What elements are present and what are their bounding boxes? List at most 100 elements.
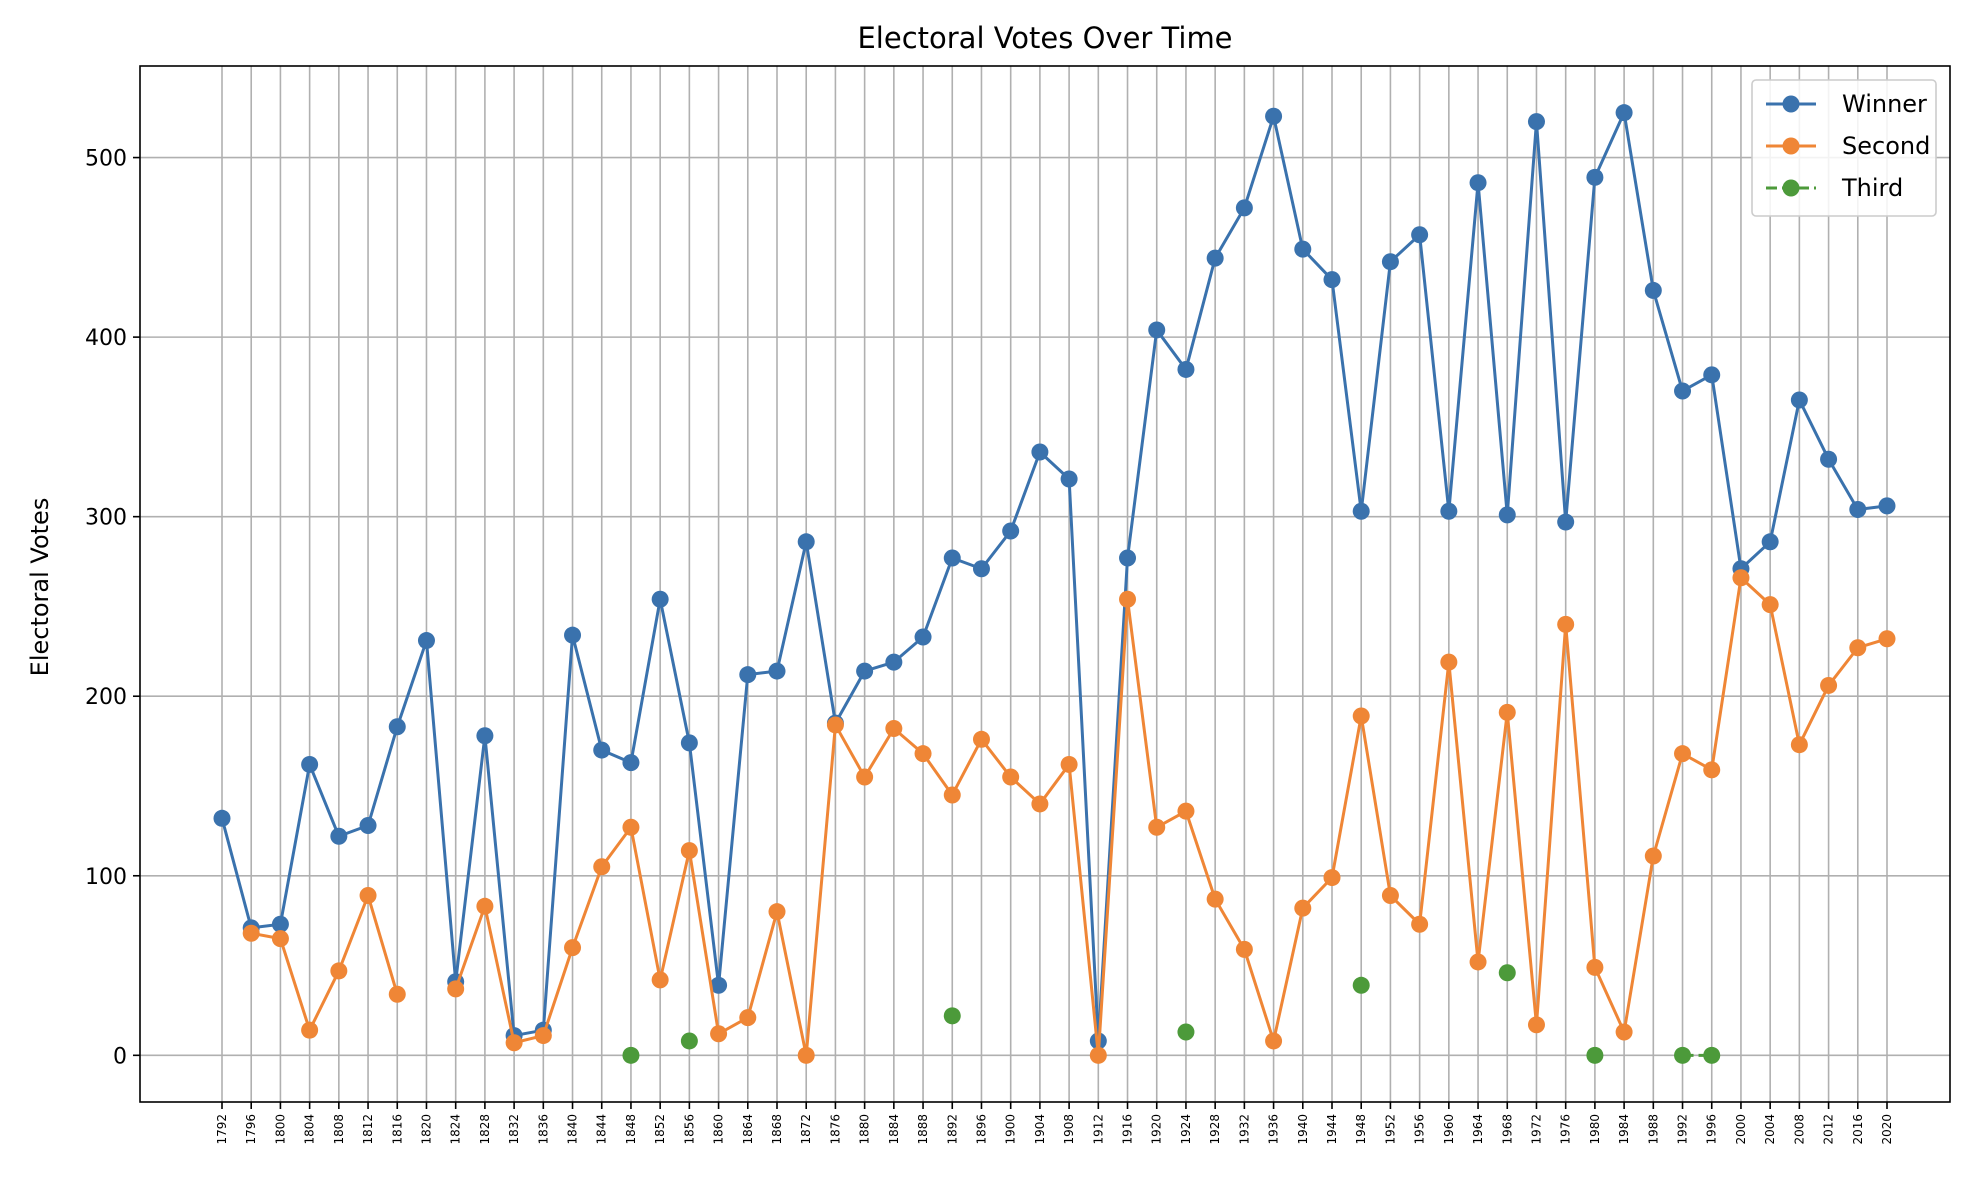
data-point [622,818,640,836]
data-point [914,628,932,646]
x-tick-label: 1960 [1442,1114,1456,1145]
x-tick-label: 1952 [1383,1114,1397,1145]
data-point [564,939,582,957]
x-tick-label: 1852 [653,1114,667,1145]
data-point [388,718,406,736]
data-point [1849,639,1867,657]
data-point [1352,502,1370,520]
x-tick-label: 2016 [1851,1114,1865,1145]
data-point [417,632,435,650]
data-point [1586,168,1604,186]
data-point [447,980,465,998]
x-axis-ticks: 1792 1796 1800 1804 1808 1812 1816 1820 1824 1828… [215,1102,1894,1145]
data-point [1089,1046,1107,1064]
chart-title: Electoral Votes Over Time [857,21,1232,55]
data-point [1498,703,1516,721]
x-tick-label: 1928 [1208,1114,1222,1145]
x-tick-label: 2000 [1734,1114,1748,1145]
data-point [1790,736,1808,754]
series-line [220,111,1888,1043]
data-point [1352,707,1370,725]
series-winner [213,104,1896,1050]
data-point [1206,890,1224,908]
x-tick-label: 1964 [1471,1114,1485,1145]
x-tick-label: 1968 [1500,1114,1514,1145]
data-point [1586,958,1604,976]
x-tick-label: 1904 [1033,1114,1047,1145]
data-point [1119,590,1137,608]
data-point [1235,199,1253,217]
data-point [1674,745,1692,763]
series-layer [213,104,1896,1064]
data-point [1820,676,1838,694]
x-tick-label: 1980 [1588,1114,1602,1145]
x-tick-label: 1876 [828,1114,842,1145]
data-point [1557,615,1575,633]
legend-label: Winner [1842,90,1927,118]
x-tick-label: 1832 [507,1114,521,1145]
data-point [1761,533,1779,551]
data-point [388,985,406,1003]
data-point [680,842,698,860]
data-point [1031,443,1049,461]
data-point [301,1021,319,1039]
data-point [1323,869,1341,887]
x-tick-label: 1884 [887,1114,901,1145]
data-point [593,741,611,759]
data-point [943,549,961,567]
x-tick-label: 1880 [858,1114,872,1145]
data-point [1440,502,1458,520]
x-tick-label: 1804 [303,1114,317,1145]
legend-marker [1782,179,1800,197]
data-point [1820,450,1838,468]
x-tick-label: 2012 [1822,1114,1836,1145]
y-tick-label: 500 [85,147,127,172]
data-point [1381,887,1399,905]
data-point [797,533,815,551]
plot-frame [139,65,1951,1103]
data-point [1294,240,1312,258]
data-point [1177,1023,1195,1041]
x-tick-label: 1844 [595,1114,609,1145]
x-tick-label: 1796 [244,1114,258,1145]
data-point [1469,953,1487,971]
data-point [359,887,377,905]
data-point [1849,500,1867,518]
data-point [914,745,932,763]
x-tick-label: 1812 [361,1114,375,1145]
data-point [797,1046,815,1064]
data-point [301,755,319,773]
data-point [534,1027,552,1045]
data-point [1527,1016,1545,1034]
data-point [1557,513,1575,531]
y-tick-label: 0 [113,1044,127,1069]
data-point [651,590,669,608]
x-tick-label: 1840 [566,1114,580,1145]
x-tick-label: 1888 [916,1114,930,1145]
x-tick-label: 1944 [1325,1114,1339,1145]
data-point [1381,253,1399,271]
data-point [1790,391,1808,409]
data-point [1644,847,1662,865]
data-point [885,720,903,738]
data-point [564,626,582,644]
x-tick-label: 1912 [1091,1114,1105,1145]
data-point [476,897,494,915]
data-point [1615,104,1633,122]
data-point [1703,1046,1721,1064]
data-point [271,915,289,933]
x-tick-label: 1800 [273,1114,287,1145]
data-point [1002,522,1020,540]
data-point [1294,899,1312,917]
x-tick-label: 1872 [799,1114,813,1145]
data-point [768,903,786,921]
data-point [856,768,874,786]
x-tick-label: 1820 [419,1114,433,1145]
data-point [1703,366,1721,384]
data-point [1498,964,1516,982]
x-tick-label: 1916 [1121,1114,1135,1145]
x-tick-label: 1948 [1354,1114,1368,1145]
data-point [505,1034,523,1052]
x-tick-label: 1896 [974,1114,988,1145]
